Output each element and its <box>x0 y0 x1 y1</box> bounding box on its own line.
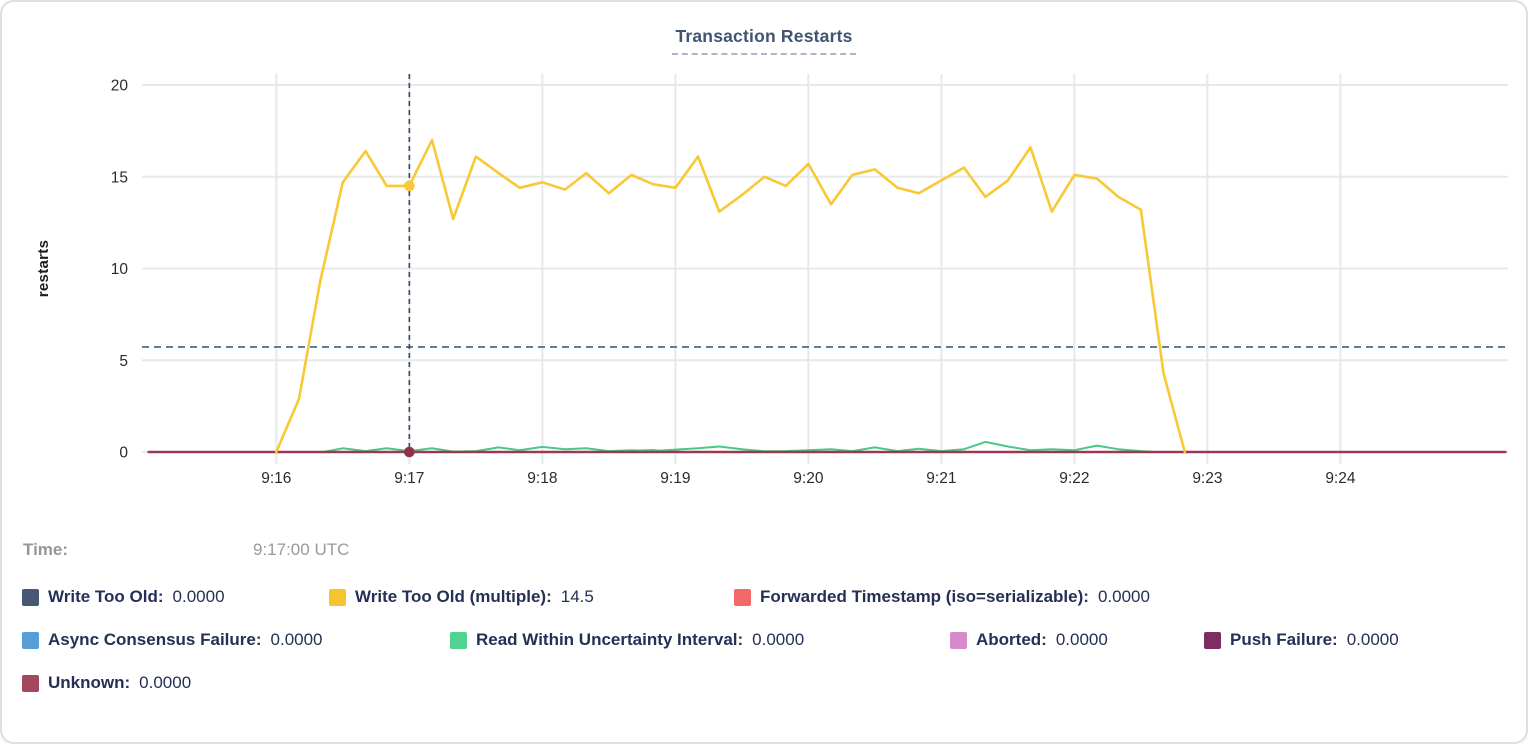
legend-item-aborted[interactable]: Aborted: 0.0000 <box>950 630 1204 650</box>
hover-time-value: 9:17:00 UTC <box>253 540 350 559</box>
legend-swatch-read-within-uncertainty-interval <box>450 631 467 649</box>
x-tick-label: 9:18 <box>527 470 557 487</box>
x-tick-label: 9:16 <box>261 470 291 487</box>
series-line-write-too-old-multiple <box>274 138 1187 454</box>
y-tick-label: 0 <box>119 445 128 462</box>
legend-value: 0.0000 <box>172 587 225 606</box>
legend-value: 0.0000 <box>139 673 192 692</box>
chart-header: Transaction Restarts <box>2 2 1526 60</box>
legend-swatch-write-too-old-multiple <box>329 588 346 606</box>
legend-value: 0.0000 <box>752 630 805 649</box>
legend-label: Write Too Old (multiple): <box>355 587 552 606</box>
legend-swatch-push-failure <box>1204 631 1221 649</box>
hover-time-row: Time: 9:17:00 UTC <box>23 540 1526 560</box>
y-tick-label: 20 <box>111 78 129 95</box>
y-tick-label: 10 <box>111 261 129 278</box>
legend: Write Too Old: 0.0000 Write Too Old (mul… <box>2 587 1526 693</box>
legend-value: 0.0000 <box>1097 587 1150 606</box>
legend-item-write-too-old-multiple[interactable]: Write Too Old (multiple): 14.5 <box>329 587 734 607</box>
legend-label: Async Consensus Failure: <box>48 630 262 649</box>
series-line-read-within-uncertainty-interval <box>321 440 1153 453</box>
legend-value: 0.0000 <box>270 630 323 649</box>
x-tick-label: 9:21 <box>926 470 956 487</box>
x-tick-label: 9:24 <box>1325 470 1356 487</box>
y-tick-label: 5 <box>119 353 128 370</box>
legend-swatch-forwarded-timestamp <box>734 588 751 606</box>
legend-value: 14.5 <box>560 587 594 606</box>
legend-label: Write Too Old: <box>48 587 164 606</box>
hover-marker <box>404 180 415 192</box>
x-tick-label: 9:20 <box>793 470 824 487</box>
hover-marker <box>404 446 415 458</box>
legend-item-forwarded-timestamp[interactable]: Forwarded Timestamp (iso=serializable): … <box>734 587 1150 607</box>
transaction-restarts-chart: 0 5 10 15 20 9:16 9:17 9:18 9:19 9:20 9:21 9:22 9:23… <box>35 74 1508 487</box>
y-axis-label: restarts <box>35 240 52 297</box>
legend-item-push-failure[interactable]: Push Failure: 0.0000 <box>1204 630 1399 650</box>
legend-value: 0.0000 <box>1346 630 1399 649</box>
x-tick-label: 9:17 <box>394 470 424 487</box>
legend-item-async-consensus-failure[interactable]: Async Consensus Failure: 0.0000 <box>22 630 450 650</box>
chart-title[interactable]: Transaction Restarts <box>672 26 856 55</box>
y-tick-label: 15 <box>111 169 128 186</box>
hover-time-label: Time: <box>23 540 69 559</box>
legend-label: Push Failure: <box>1230 630 1338 649</box>
legend-row-1: Write Too Old: 0.0000 Write Too Old (mul… <box>2 587 1526 607</box>
legend-label: Forwarded Timestamp (iso=serializable): <box>760 587 1089 606</box>
legend-label: Unknown: <box>48 673 131 692</box>
x-tick-label: 9:19 <box>660 470 690 487</box>
legend-row-3: Unknown: 0.0000 <box>2 673 1526 693</box>
x-tick-label: 9:23 <box>1192 470 1222 487</box>
legend-swatch-unknown <box>22 674 39 692</box>
legend-item-unknown[interactable]: Unknown: 0.0000 <box>22 673 191 693</box>
legend-swatch-write-too-old <box>22 588 39 606</box>
legend-item-read-within-uncertainty-interval[interactable]: Read Within Uncertainty Interval: 0.0000 <box>450 630 950 650</box>
legend-label: Read Within Uncertainty Interval: <box>476 630 744 649</box>
legend-item-write-too-old[interactable]: Write Too Old: 0.0000 <box>22 587 329 607</box>
legend-label: Aborted: <box>976 630 1047 649</box>
legend-row-2: Async Consensus Failure: 0.0000 Read Wit… <box>2 630 1526 650</box>
legend-swatch-aborted <box>950 631 967 649</box>
legend-swatch-async-consensus-failure <box>22 631 39 649</box>
x-tick-label: 9:22 <box>1059 470 1089 487</box>
legend-value: 0.0000 <box>1055 630 1108 649</box>
